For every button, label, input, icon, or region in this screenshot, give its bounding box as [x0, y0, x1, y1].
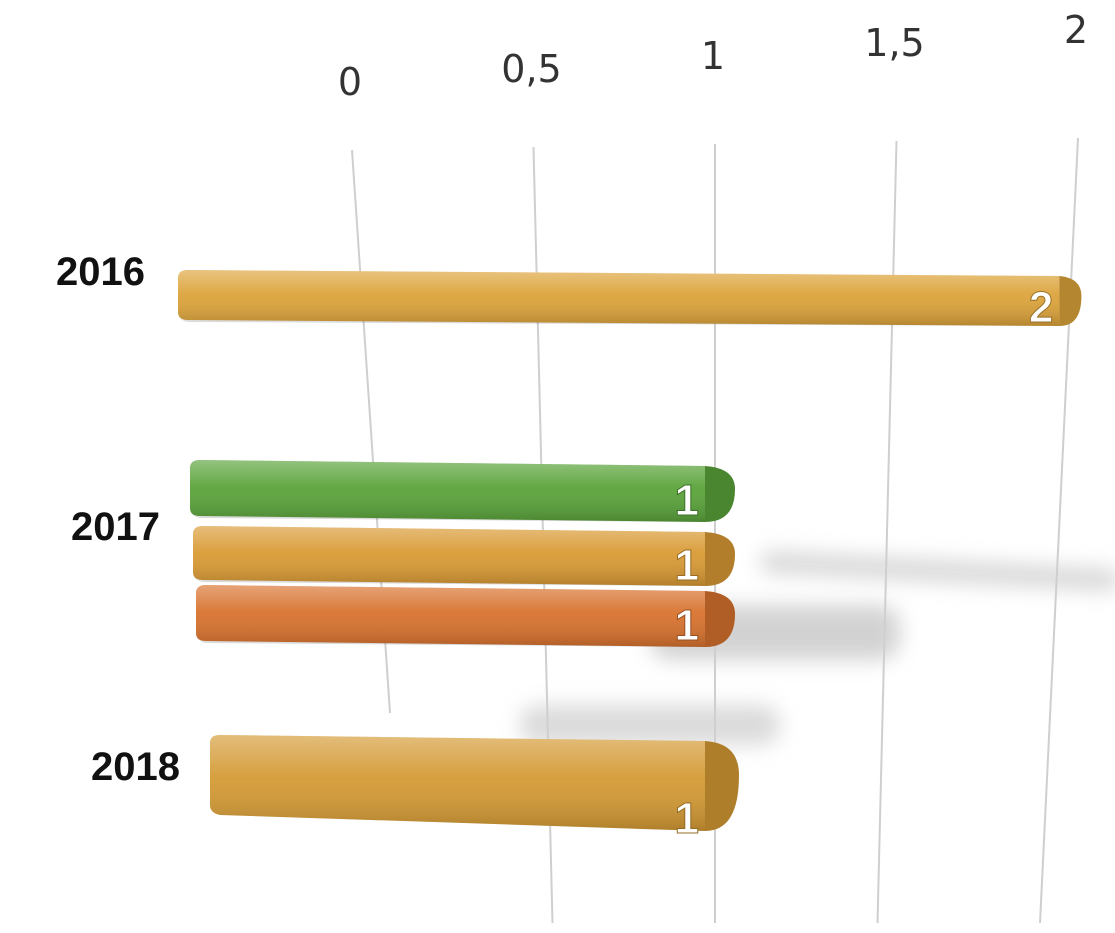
category-labels: 2016 2017 2018	[56, 250, 180, 789]
x-tick-label: 0	[338, 60, 362, 104]
x-tick-label: 1	[701, 34, 725, 78]
gridline	[876, 140, 898, 924]
bar-2017: 1	[196, 585, 735, 651]
data-label: 1	[675, 601, 699, 650]
x-tick-label: 0,5	[501, 47, 561, 91]
category-label: 2018	[91, 745, 180, 789]
bar-2017: 1	[190, 460, 735, 526]
data-label: 2	[1029, 283, 1053, 332]
data-label: 1	[675, 794, 699, 843]
bar-2017: 1	[193, 526, 735, 591]
data-label: 1	[675, 476, 699, 525]
category-label: 2017	[71, 505, 160, 549]
data-label: 1	[675, 541, 699, 590]
bars: 2 1 1 1 1	[178, 270, 1082, 844]
gridline	[1039, 137, 1079, 924]
x-tick-label: 2	[1064, 8, 1088, 52]
bar-2016: 2	[178, 270, 1082, 333]
x-tick-label: 1,5	[864, 21, 924, 65]
x-axis-ticks: 0 0,5 1 1,5 2	[338, 8, 1088, 104]
category-label: 2016	[56, 250, 145, 294]
bar-2018: 1	[210, 735, 739, 844]
